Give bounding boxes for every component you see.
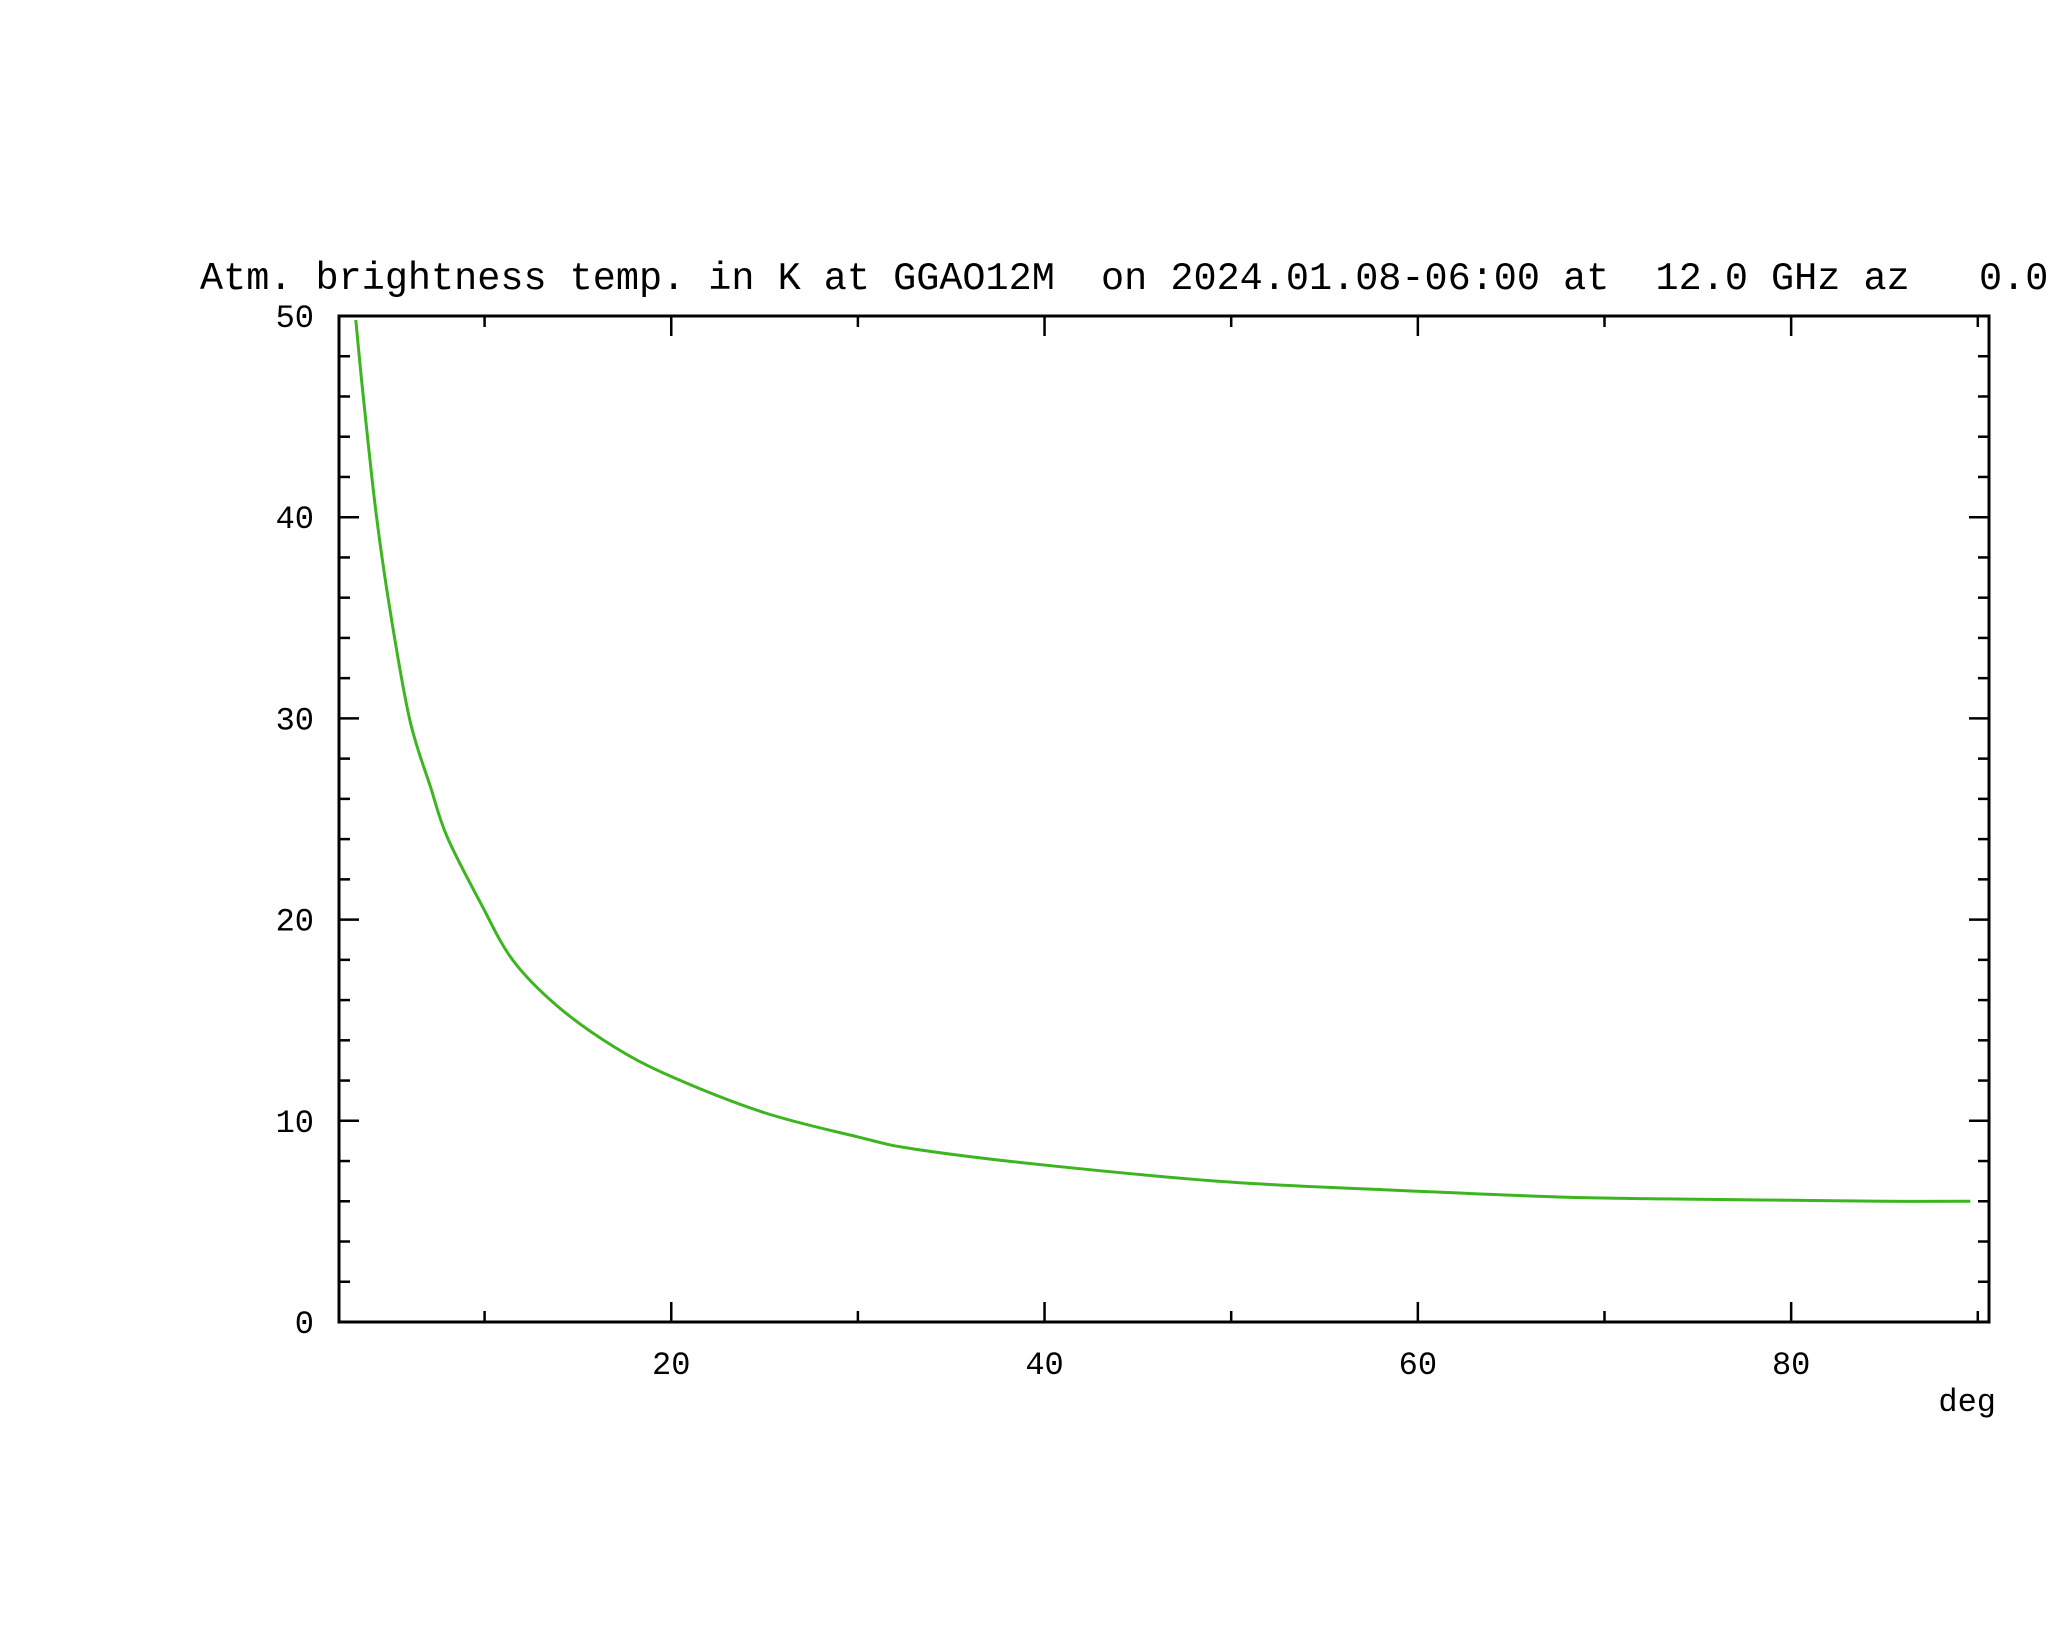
- plot-frame: [337, 314, 1991, 1324]
- y-tick-label: 30: [276, 702, 314, 739]
- series-line: [354, 319, 1971, 1203]
- y-tick-label: 10: [276, 1105, 314, 1142]
- x-tick-label: 60: [1399, 1347, 1437, 1384]
- y-tick-labels: 0 10 20 30 40 50: [276, 300, 314, 1343]
- x-tick-label: 20: [652, 1347, 690, 1384]
- chart-title: Atm. brightness temp. in K at GGAO12M on…: [200, 257, 2048, 301]
- x-tick-label: 80: [1772, 1347, 1810, 1384]
- y-tick-label: 0: [295, 1306, 314, 1343]
- x-tick-label: 40: [1025, 1347, 1063, 1384]
- y-tick-label: 50: [276, 300, 314, 337]
- y-tick-label: 40: [276, 501, 314, 538]
- y-tick-label: 20: [276, 904, 314, 941]
- x-axis-label: deg: [1938, 1384, 1996, 1421]
- x-tick-labels: 20 40 60 80: [652, 1347, 1810, 1384]
- axis-ticks: [339, 314, 1989, 1324]
